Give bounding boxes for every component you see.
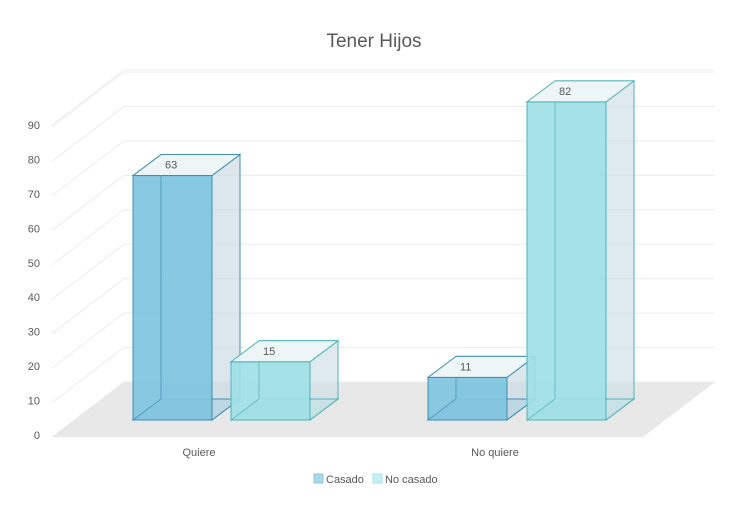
gridline-side	[51, 347, 125, 403]
data-label: 15	[263, 346, 275, 358]
legend-label: No casado	[385, 474, 438, 486]
data-label: 11	[460, 361, 471, 373]
legend-label: Casado	[326, 474, 364, 486]
gridline-side	[51, 106, 125, 162]
y-tick-label: 60	[28, 223, 40, 235]
gridline-side	[51, 140, 125, 197]
legend-swatch	[372, 473, 383, 484]
x-tick-label: No quiere	[471, 447, 519, 459]
bar-casado-quiere: 63	[131, 153, 242, 421]
bar-edge	[132, 398, 162, 421]
y-tick-label: 80	[28, 154, 40, 166]
bar-casado-no-quiere: 11	[426, 355, 537, 421]
x-tick-label: Quiere	[182, 447, 215, 459]
y-tick-label: 10	[28, 396, 40, 408]
gridline-side	[51, 174, 125, 231]
bar-no-casado-no-quiere: 82	[525, 79, 636, 421]
y-tick-label: 90	[28, 120, 40, 132]
gridline-side	[51, 312, 125, 369]
bar-side-face	[605, 79, 635, 421]
bar-front-face	[132, 175, 213, 421]
bar-top-face	[131, 154, 242, 177]
gridline-side	[51, 243, 125, 300]
bar-top-face	[525, 80, 636, 103]
legend: Casado No casado	[313, 473, 438, 486]
gridline-side	[51, 71, 125, 128]
legend-swatch	[313, 473, 324, 484]
gridline-side	[51, 381, 125, 438]
y-tick-label: 0	[34, 430, 40, 442]
bar-no-casado-quiere: 15	[229, 339, 340, 421]
chart-title: Tener Hijos	[326, 31, 421, 52]
y-tick-label: 40	[28, 292, 40, 304]
bar-edge	[427, 398, 457, 421]
data-label: 82	[559, 86, 571, 98]
y-tick-label: 50	[28, 258, 40, 270]
y-tick-label: 30	[28, 327, 40, 339]
gridline-side	[51, 278, 125, 335]
x-axis: Quiere No quiere	[182, 447, 518, 459]
bar-edge	[526, 398, 556, 421]
bars: 63 15 11 82	[131, 79, 636, 421]
y-tick-label: 70	[28, 189, 40, 201]
bar-top-face	[229, 340, 340, 363]
bar-edge	[230, 398, 260, 421]
bar-front-face	[526, 101, 607, 421]
bar-front-face	[427, 376, 508, 421]
y-tick-label: 20	[28, 361, 40, 373]
gridline-side	[51, 209, 125, 266]
gridline-side	[51, 69, 125, 126]
data-label: 63	[165, 160, 177, 172]
y-axis: 0 10 20 30 40 50 60 70 80 90	[28, 120, 40, 442]
